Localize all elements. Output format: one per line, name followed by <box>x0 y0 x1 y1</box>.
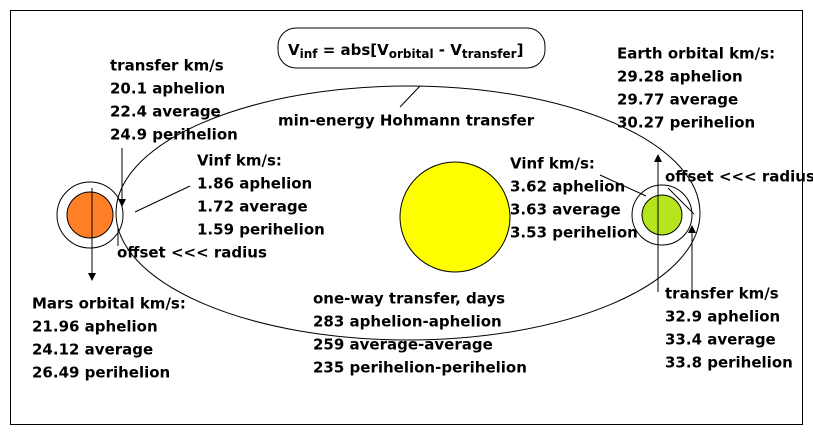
group-line: 3.63 average <box>510 201 621 219</box>
earth-soi <box>631 184 693 246</box>
formula-sub: inf <box>300 47 319 61</box>
transfer-orbit <box>115 85 701 341</box>
group-line: 22.4 average <box>110 103 221 121</box>
group-line: 283 aphelion-aphelion <box>313 313 502 331</box>
group-line: 1.86 aphelion <box>197 175 312 193</box>
formula-sub: orbital <box>389 47 434 61</box>
group-line: 235 perihelion-perihelion <box>313 359 527 377</box>
mars-soi <box>56 181 124 249</box>
group-line: 20.1 aphelion <box>110 80 225 98</box>
earth <box>641 194 683 236</box>
group-line: 29.77 average <box>617 91 738 109</box>
pointer <box>399 85 421 108</box>
formula-part: = abs[V <box>318 41 390 59</box>
group-title: transfer km/s <box>110 57 224 75</box>
group-line: 21.96 aphelion <box>32 318 158 336</box>
group-title: Vinf km/s: <box>197 152 282 170</box>
group-title: Mars orbital km/s: <box>32 295 186 313</box>
pointer <box>134 185 191 213</box>
group-line: 3.53 perihelion <box>510 224 638 242</box>
group-line: 24.9 perihelion <box>110 126 238 144</box>
formula-sub: transfer <box>462 47 517 61</box>
offset-label: offset <<< radius <box>117 244 267 262</box>
orbit-label: min-energy Hohmann transfer <box>278 112 535 130</box>
sun <box>399 161 511 273</box>
group-line: 32.9 aphelion <box>665 308 780 326</box>
group-line: 259 average-average <box>313 336 493 354</box>
mars <box>66 191 114 239</box>
group-line: 30.27 perihelion <box>617 114 755 132</box>
group-line: 3.62 aphelion <box>510 178 625 196</box>
frame <box>10 10 803 425</box>
offset-label: offset <<< radius <box>665 168 813 186</box>
formula-box <box>277 27 546 69</box>
pointer <box>599 174 647 197</box>
group-line: 26.49 perihelion <box>32 364 170 382</box>
formula: Vinf = abs[Vorbital - Vtransfer] <box>288 41 523 61</box>
group-line: 24.12 average <box>32 341 153 359</box>
group-line: 29.28 aphelion <box>617 68 743 86</box>
group-line: 33.4 average <box>665 331 776 349</box>
group-line: 1.59 perihelion <box>197 221 325 239</box>
group-title: transfer km/s <box>665 285 779 303</box>
formula-part: ] <box>517 41 524 59</box>
group-line: 1.72 average <box>197 198 308 216</box>
formula-part: - V <box>434 41 463 59</box>
pointer <box>667 187 695 215</box>
group-title: one-way transfer, days <box>313 290 505 308</box>
group-title: Vinf km/s: <box>510 155 595 173</box>
formula-part: V <box>288 41 300 59</box>
group-title: Earth orbital km/s: <box>617 45 775 63</box>
group-line: 33.8 perihelion <box>665 354 793 372</box>
